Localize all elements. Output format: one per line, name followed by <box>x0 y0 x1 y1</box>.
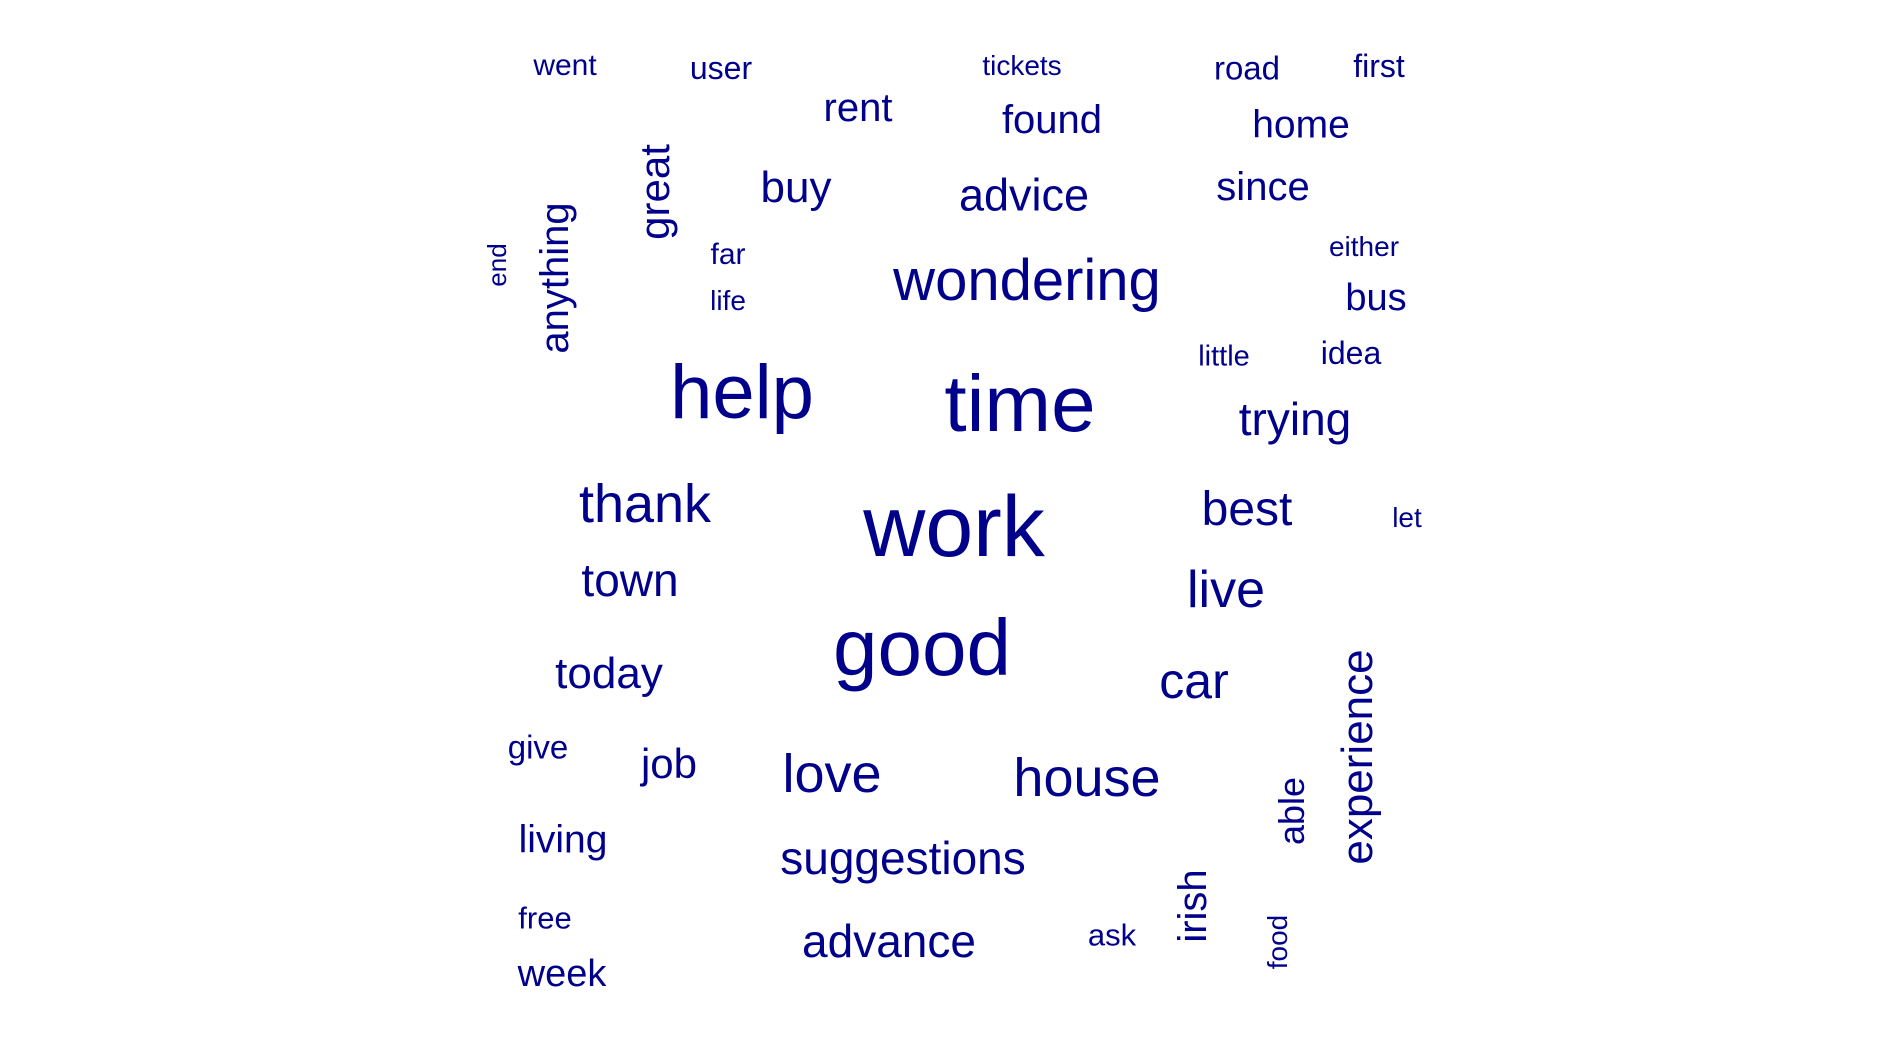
word-trying: trying <box>1238 393 1352 445</box>
word-food: food <box>1262 914 1293 970</box>
word-advance: advance <box>802 915 976 967</box>
word-buy: buy <box>760 163 832 212</box>
word-end: end <box>482 243 512 287</box>
word-road: road <box>1213 49 1281 87</box>
word-bus: bus <box>1345 277 1407 319</box>
word-living: living <box>518 818 608 862</box>
word-town: town <box>581 554 679 606</box>
word-help: help <box>670 350 814 435</box>
word-since: since <box>1216 165 1310 209</box>
word-tickets: tickets <box>982 50 1062 81</box>
word-first: first <box>1353 48 1405 84</box>
word-found: found <box>1001 98 1103 142</box>
word-free: free <box>518 900 572 936</box>
word-live: live <box>1186 561 1266 619</box>
word-thank: thank <box>578 474 712 534</box>
word-wondering: wondering <box>893 248 1161 313</box>
word-best: best <box>1201 483 1293 536</box>
word-advice: advice <box>958 169 1090 221</box>
word-let: let <box>1392 502 1422 533</box>
word-good: good <box>833 603 1011 692</box>
word-either: either <box>1328 231 1400 262</box>
word-great: great <box>631 144 678 240</box>
word-experience: experience <box>1333 649 1382 865</box>
word-give: give <box>507 728 569 766</box>
word-anything: anything <box>533 202 577 354</box>
word-work: work <box>863 479 1045 575</box>
word-ask: ask <box>1087 917 1137 953</box>
word-car: car <box>1159 653 1229 709</box>
word-idea: idea <box>1320 335 1382 371</box>
word-job: job <box>640 740 698 787</box>
word-user: user <box>689 50 753 86</box>
word-love: love <box>782 744 882 804</box>
word-home: home <box>1252 103 1350 147</box>
word-time: time <box>944 359 1096 448</box>
word-suggestions: suggestions <box>780 832 1026 884</box>
word-week: week <box>517 953 607 995</box>
word-house: house <box>1013 748 1161 808</box>
word-rent: rent <box>823 86 893 130</box>
word-today: today <box>555 649 663 698</box>
word-far: far <box>710 238 746 271</box>
word-little: little <box>1198 340 1250 373</box>
word-irish: irish <box>1171 869 1215 943</box>
word-life: life <box>710 285 746 316</box>
word-went: went <box>533 49 597 82</box>
word-able: able <box>1271 776 1312 846</box>
